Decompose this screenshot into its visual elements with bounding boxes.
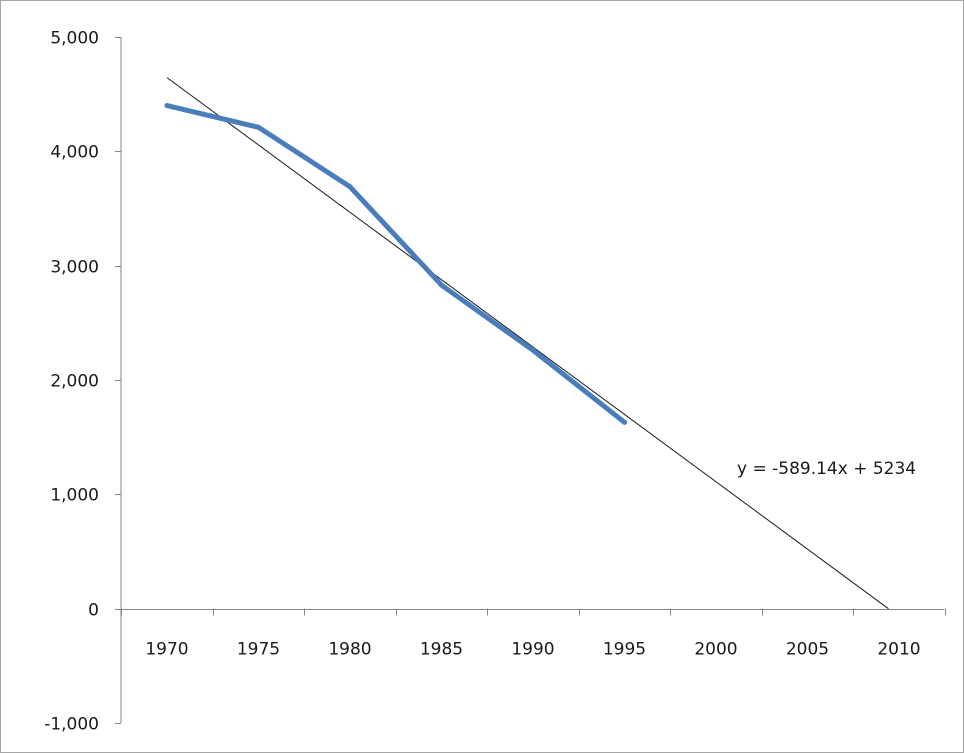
data-point [530,347,536,353]
y-axis: 5,000 4,000 3,000 2,000 1,000 0 -1,000 [44,29,122,735]
data-point [164,103,170,109]
y-tick-label: 4,000 [50,143,99,163]
data-series [164,103,627,425]
y-tick-label: 5,000 [50,29,99,49]
x-tick-label: 1970 [145,640,188,660]
trendline [166,77,889,610]
y-tick-label: 3,000 [50,258,99,278]
data-point [347,184,353,190]
x-tick-label: 1980 [328,640,371,660]
x-tick-label: 2010 [877,640,920,660]
x-tick-label: 2000 [694,640,737,660]
data-point [439,282,444,288]
series-line [164,103,627,425]
x-tick-label: 1975 [237,640,280,660]
x-tick-label: 2005 [786,640,829,660]
y-tick-label: 0 [88,601,99,621]
x-tick-label: 1995 [603,640,646,660]
data-point [256,124,261,130]
trendline-equation-label: y = -589.14x + 5234 [737,459,916,479]
x-tick-label: 1990 [511,640,554,660]
y-tick-label: 2,000 [50,372,99,392]
trendline-line [166,77,889,610]
x-axis: 1970 1975 1980 1985 1990 1995 2000 2005 2010 [121,608,946,660]
y-tick-label: 1,000 [50,486,99,506]
data-point [622,419,627,425]
y-tick-label: -1,000 [44,715,99,735]
x-tick-label: 1985 [420,640,463,660]
